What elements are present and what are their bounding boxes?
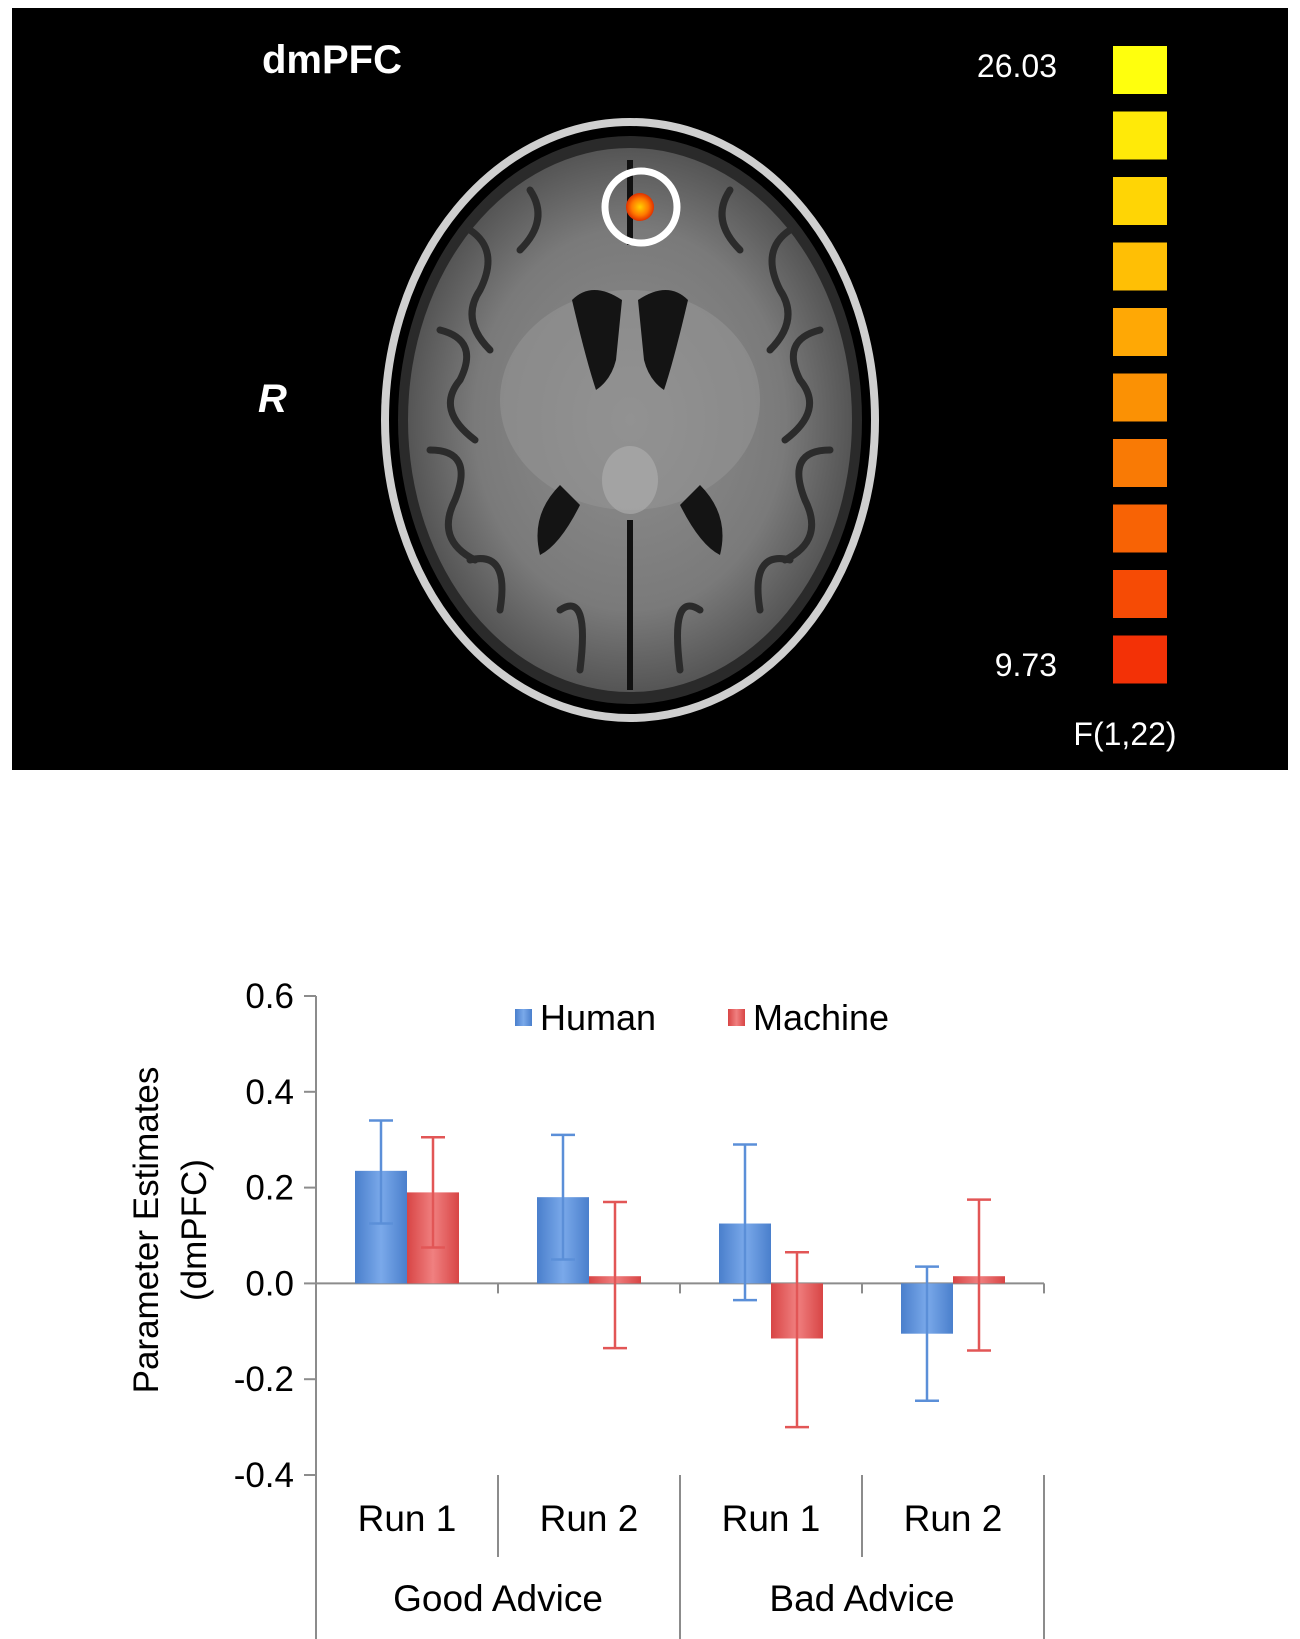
colorbar-swatch [1113, 439, 1167, 487]
legend-swatch-machine [728, 1009, 745, 1026]
roi-marker-circle [601, 167, 681, 247]
colorbar-min-label: 9.73 [995, 647, 1057, 683]
colorbar-swatch [1113, 111, 1167, 160]
group-label: Good Advice [393, 1578, 603, 1619]
region-label: dmPFC [262, 38, 402, 82]
category-label: Run 1 [358, 1498, 457, 1539]
left-ventricle-anterior [572, 290, 622, 390]
colorbar [1113, 46, 1167, 684]
legend-swatch-human [515, 1009, 532, 1026]
colorbar-swatch [1113, 308, 1167, 356]
bars [355, 1170, 1005, 1339]
y-axis: 0.6 0.4 0.2 0.0 -0.2 -0.4 [234, 977, 317, 1495]
colorbar-swatch [1113, 46, 1167, 94]
colorbar-swatch [1113, 570, 1167, 618]
colorbar-max-label: 26.03 [977, 48, 1057, 84]
deep-grey-matter [500, 290, 760, 510]
left-ventricle-posterior [537, 485, 580, 555]
right-ventricle-posterior [680, 485, 723, 555]
y-axis-title-line-1: Parameter Estimates [127, 1067, 166, 1394]
colorbar-swatch [1113, 635, 1167, 684]
side-label: R [258, 377, 287, 421]
brain-slice-image [381, 118, 879, 722]
bar-chart: Parameter Estimates (dmPFC) 0.6 0.4 0.2 0.0… [127, 977, 1045, 1639]
colorbar-swatch [1113, 373, 1167, 422]
error-bars [369, 1119, 991, 1429]
legend-label-machine: Machine [753, 997, 889, 1038]
y-tick-label: 0.2 [245, 1169, 294, 1208]
y-tick-label: -0.4 [234, 1456, 294, 1495]
y-tick-label: 0.4 [245, 1073, 294, 1112]
colorbar-swatch [1113, 177, 1167, 225]
colorbar-swatch [1113, 242, 1167, 291]
brain-panel: dmPFC R 26.03 9.73 F(1,22) [12, 8, 1288, 770]
group-label: Bad Advice [769, 1578, 954, 1619]
category-label: Run 1 [722, 1498, 821, 1539]
legend: Human Machine [515, 997, 889, 1038]
category-label: Run 2 [904, 1498, 1003, 1539]
y-axis-title-line-2: (dmPFC) [175, 1159, 214, 1301]
skull-outline [381, 118, 879, 722]
colorbar-swatch [1113, 504, 1167, 553]
colorbar-stat-label: F(1,22) [1073, 716, 1176, 752]
category-label: Run 2 [540, 1498, 639, 1539]
thalamus [602, 446, 658, 514]
legend-label-human: Human [540, 997, 656, 1038]
y-tick-label: -0.2 [234, 1360, 294, 1399]
activation-cluster [626, 193, 654, 221]
y-tick-label: 0.0 [245, 1264, 294, 1303]
sulci [426, 186, 834, 674]
y-tick-label: 0.6 [245, 977, 294, 1016]
right-ventricle-anterior [638, 290, 688, 390]
group-labels: Good Advice Bad Advice [393, 1578, 954, 1619]
category-labels: Run 1 Run 2 Run 1 Run 2 [358, 1498, 1003, 1539]
